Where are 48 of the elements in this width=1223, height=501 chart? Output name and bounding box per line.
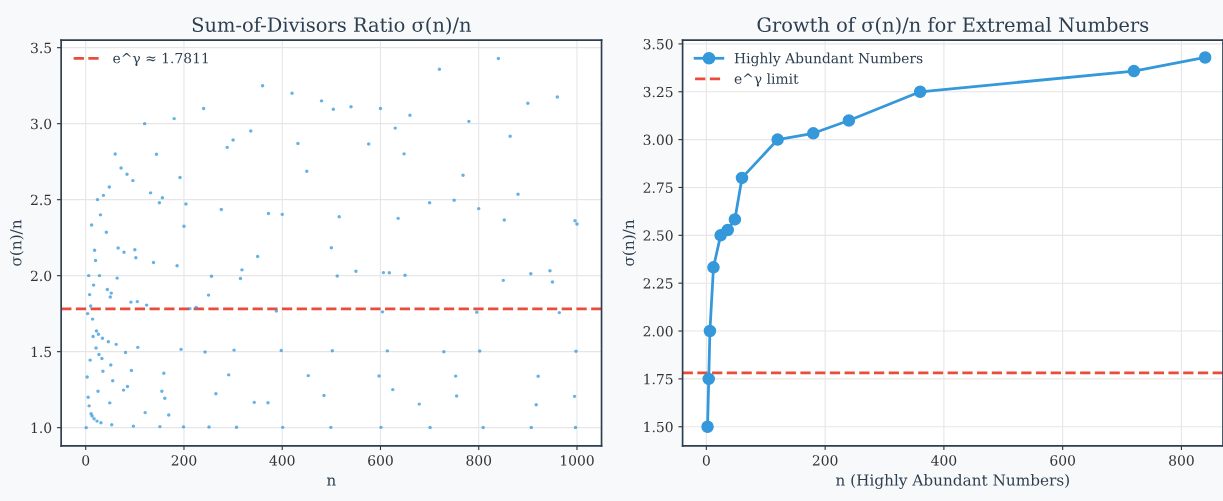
x-tick-label: 0 [82, 455, 90, 466]
y-tick-label: 2.00 [643, 326, 673, 337]
y-tick-label: 1.0 [31, 422, 52, 434]
y-tick-label: 3.0 [31, 118, 52, 130]
y-tick-label: 3.25 [643, 86, 673, 98]
point [842, 114, 856, 127]
point [728, 213, 742, 226]
point [703, 324, 717, 338]
y-tick-label: 2.75 [643, 182, 673, 193]
x-tick-label: 800 [466, 455, 492, 466]
y-tick-label: 3.00 [643, 134, 673, 146]
legend-label: e^γ ≈ 1.7811 [113, 52, 208, 67]
x-tick-label: 0 [702, 455, 710, 466]
point [701, 420, 714, 433]
point [771, 133, 784, 146]
y-tick-label: 1.50 [644, 421, 673, 433]
y-tick-label: 2.0 [30, 270, 52, 282]
y-tick-label: 2.5 [30, 194, 52, 206]
point [1198, 51, 1212, 64]
point [735, 171, 749, 185]
legend-label: Highly Abundant Numbers [734, 52, 923, 67]
x-axis-title: n [326, 477, 336, 486]
point [913, 85, 927, 99]
y-tick-label: 1.5 [31, 346, 52, 358]
legend-label: e^γ limit [734, 73, 799, 87]
x-tick-label: 400 [269, 455, 295, 466]
chart-title: Sum-of-Divisors Ratio σ(n)/n [192, 16, 472, 35]
x-tick-label: 200 [812, 455, 838, 466]
y-tick-label: 1.75 [644, 373, 673, 385]
y-tick-label: 3.50 [643, 38, 673, 50]
x-tick-label: 600 [1050, 455, 1075, 466]
x-tick-label: 1000 [561, 455, 594, 466]
chart-title: Growth of σ(n)/n for Extremal Numbers [757, 16, 1149, 35]
point [721, 223, 734, 237]
y-tick-label: 2.25 [643, 278, 673, 289]
y-tick-label: 2.50 [643, 230, 673, 241]
x-tick-label: 600 [368, 455, 393, 466]
point [702, 372, 715, 386]
y-axis-title: σ(n)/n [9, 219, 24, 266]
x-tick-label: 200 [171, 455, 197, 466]
x-tick-label: 800 [1169, 455, 1194, 466]
x-tick-label: 400 [931, 455, 957, 466]
x-axis-title: n (Highly Abundant Numbers) [836, 473, 1069, 489]
y-axis-title: σ(n)/n [622, 219, 637, 266]
point [806, 127, 820, 140]
y-tick-label: 3.5 [31, 42, 52, 54]
point [1127, 64, 1141, 78]
point [707, 261, 720, 274]
